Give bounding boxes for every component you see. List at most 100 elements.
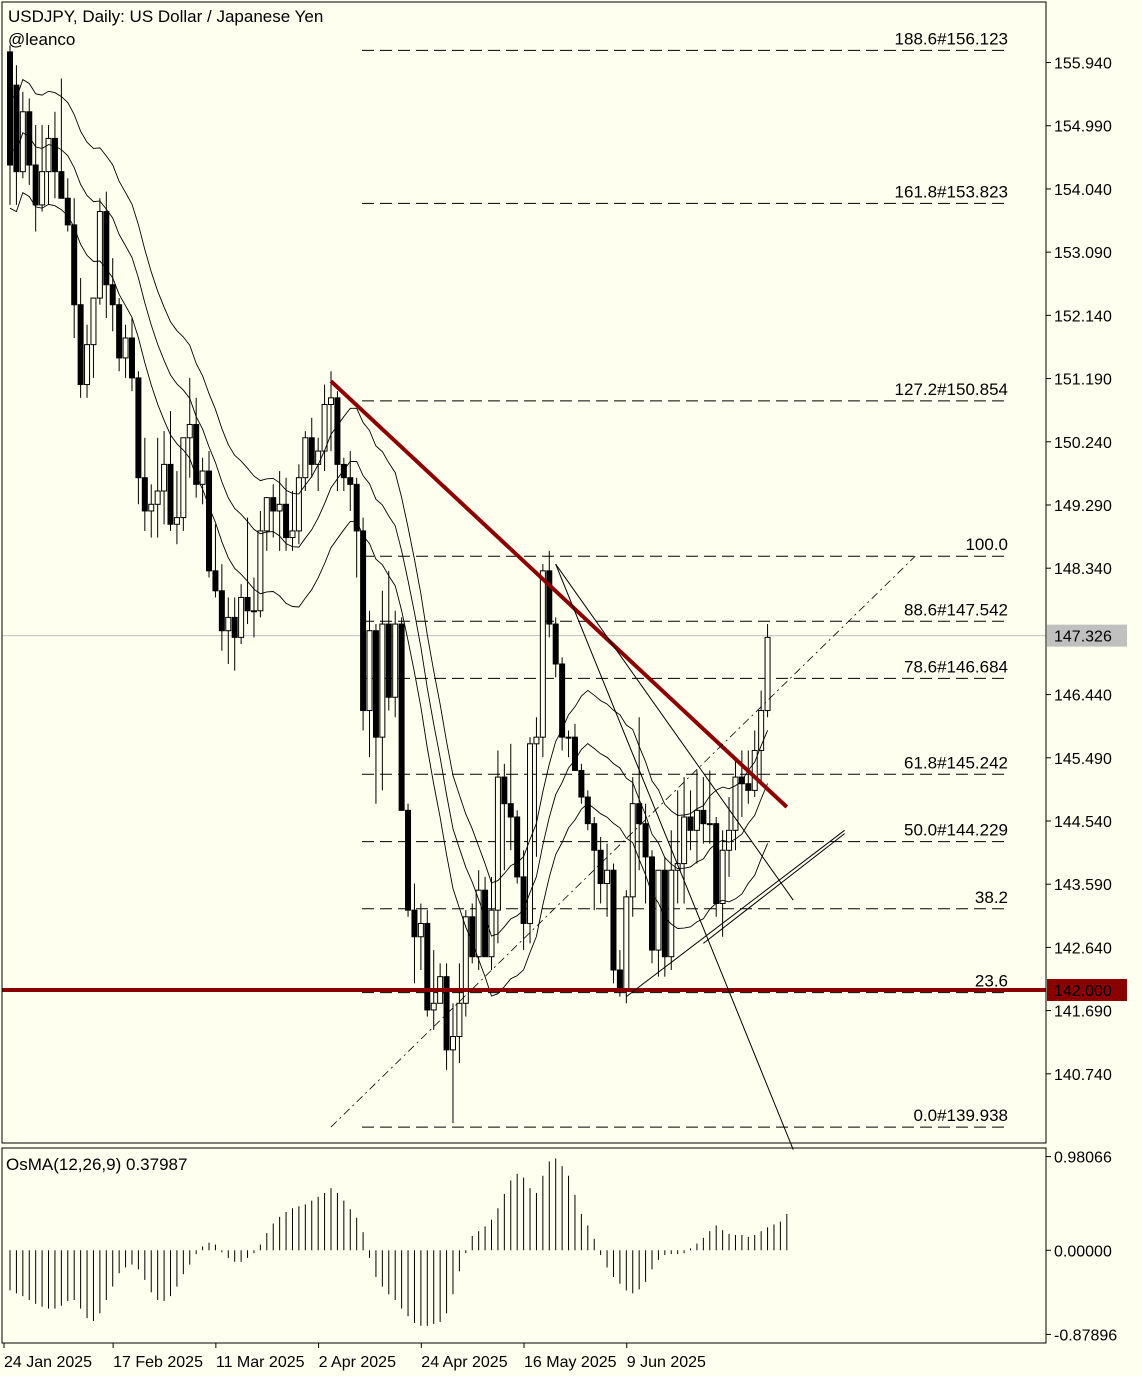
- candle-body: [340, 463, 347, 479]
- candle-body: [295, 477, 302, 532]
- trendline-dashdot: [330, 555, 916, 1128]
- fib-level-label: 23.6: [975, 972, 1008, 991]
- moving-average-middle: [9, 132, 769, 937]
- candle-body: [751, 749, 758, 791]
- price-tick-label: 140.740: [1054, 1067, 1112, 1084]
- date-label: 24 Jan 2025: [4, 1354, 92, 1371]
- candle-body: [173, 517, 180, 525]
- candle-body: [263, 497, 270, 532]
- price-tick-label: 145.490: [1054, 751, 1112, 768]
- candle-body: [578, 769, 585, 798]
- candle-body: [135, 377, 142, 479]
- candle-body: [713, 823, 720, 904]
- candle-body: [385, 623, 392, 698]
- candle-body: [212, 570, 219, 592]
- fib-level-label: 161.8#153.823: [895, 182, 1008, 201]
- trendline-thin: [555, 563, 794, 901]
- candle-body: [45, 137, 52, 173]
- date-label: 2 Apr 2025: [319, 1354, 397, 1371]
- candle-body: [398, 623, 405, 811]
- fib-level-label: 61.8#145.242: [904, 753, 1008, 772]
- candle-body: [186, 423, 193, 439]
- candle-body: [199, 470, 206, 485]
- candle-body: [616, 969, 623, 991]
- candle-body: [732, 776, 739, 831]
- candle-body: [334, 397, 341, 465]
- support-price-label: 142.000: [1054, 983, 1112, 1000]
- candle-body: [84, 344, 91, 386]
- osma-histogram: [9, 1158, 788, 1326]
- candle-body: [533, 736, 540, 745]
- candle-body: [26, 111, 33, 166]
- candle-body: [270, 497, 277, 512]
- candle-body: [392, 623, 399, 698]
- trendline-thin: [626, 829, 845, 998]
- candle-body: [90, 297, 97, 346]
- candle-body: [629, 803, 636, 898]
- date-label: 9 Jun 2025: [627, 1354, 706, 1371]
- candle-body: [591, 823, 598, 851]
- date-label: 17 Feb 2025: [113, 1354, 203, 1371]
- candle-body: [51, 137, 58, 173]
- candle-body: [167, 463, 174, 525]
- fib-level-label: 88.6#147.542: [904, 600, 1008, 619]
- candle-body: [758, 710, 765, 751]
- candle-body: [302, 437, 309, 479]
- candle-body: [443, 976, 450, 1051]
- candle-body: [116, 304, 123, 359]
- candle-body: [681, 816, 688, 865]
- candle-body: [360, 530, 367, 712]
- fib-level-label: 0.0#139.938: [913, 1106, 1008, 1125]
- date-label: 24 Apr 2025: [421, 1354, 507, 1371]
- moving-average-upper: [9, 78, 769, 884]
- candle-body: [71, 224, 78, 306]
- support-price-tag: [1047, 978, 1127, 1001]
- candle-body: [218, 590, 225, 632]
- candle-body: [462, 916, 469, 1004]
- price-tick-label: 153.090: [1054, 245, 1112, 262]
- price-tick-label: 154.990: [1054, 119, 1112, 136]
- candle-body: [13, 84, 20, 173]
- candle-body: [148, 503, 155, 512]
- price-tick-label: 152.140: [1054, 308, 1112, 325]
- candle-body: [372, 630, 379, 738]
- candle-body: [19, 111, 26, 173]
- candle-body: [180, 437, 187, 519]
- candle-body: [225, 616, 232, 632]
- candle-body: [276, 503, 283, 512]
- candle-body: [289, 530, 296, 539]
- current-price-label: 147.326: [1054, 629, 1112, 646]
- candle-body: [141, 477, 148, 512]
- oscillator-tick-label: 0.00000: [1054, 1243, 1112, 1260]
- candle-body: [571, 736, 578, 771]
- candle-body: [661, 869, 668, 958]
- candle-body: [206, 470, 213, 572]
- candle-body: [353, 483, 360, 532]
- candle-body: [238, 596, 245, 638]
- candle-body: [257, 530, 264, 612]
- fib-level-label: 100.0: [965, 535, 1008, 554]
- trendline-thin: [555, 563, 794, 1150]
- candle-body: [366, 630, 373, 712]
- price-tick-label: 146.440: [1054, 688, 1112, 705]
- candle-body: [501, 776, 508, 805]
- candle-body: [347, 477, 354, 485]
- trendlines: [2, 78, 1046, 1150]
- price-tick-label: 144.540: [1054, 814, 1112, 831]
- candle-body: [7, 51, 13, 166]
- candle-body: [283, 503, 290, 539]
- candle-body: [96, 211, 103, 299]
- candle-body: [58, 171, 65, 199]
- candle-body: [726, 829, 733, 851]
- fib-level-label: 78.6#146.684: [904, 657, 1008, 676]
- date-label: 11 Mar 2025: [216, 1354, 305, 1371]
- watermark-handle: @leanco: [8, 30, 75, 49]
- candle-body: [315, 450, 322, 465]
- price-tick-label: 143.590: [1054, 877, 1112, 894]
- fib-level-label: 50.0#144.229: [904, 821, 1008, 840]
- candle-body: [449, 1036, 456, 1051]
- candle-body: [668, 869, 675, 958]
- candle-body: [328, 397, 334, 406]
